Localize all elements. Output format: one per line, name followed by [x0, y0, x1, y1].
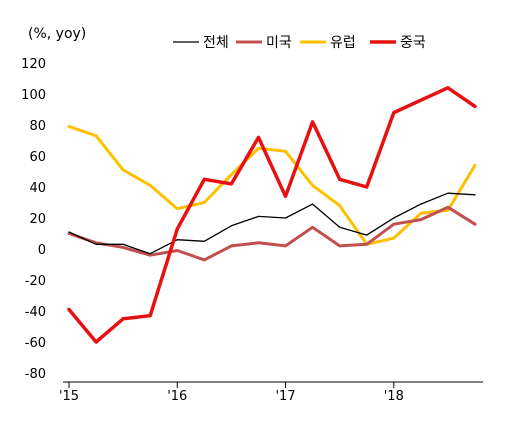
legend: 전체 미국 유럽 중국	[173, 35, 426, 51]
x-axis-ticks: '15 '16 '17 '18	[59, 382, 404, 404]
x-tick-label: '15	[59, 389, 79, 404]
series-lines	[67, 86, 477, 344]
legend-label-2: 미국	[266, 35, 292, 51]
x-tick-label: '17	[275, 389, 295, 404]
y-tick-label: 40	[29, 181, 46, 196]
x-tick-label: '16	[167, 389, 187, 404]
y-tick-label: 0	[38, 243, 46, 258]
series-line-4	[67, 86, 477, 344]
legend-label-3: 유럽	[330, 35, 356, 51]
series-line-3	[67, 125, 477, 246]
y-unit-label: (%, yoy)	[28, 26, 86, 42]
y-tick-label: 80	[29, 119, 46, 134]
y-tick-label: -20	[25, 274, 46, 289]
legend-label-4: 중국	[400, 35, 426, 51]
legend-label-1: 전체	[203, 35, 229, 51]
x-tick-label: '18	[384, 389, 404, 404]
y-tick-label: 20	[29, 212, 46, 227]
y-tick-label: 100	[21, 88, 46, 103]
y-tick-label: -80	[25, 367, 46, 382]
y-tick-label: 60	[29, 150, 46, 165]
y-tick-label: -60	[25, 336, 46, 351]
series-line-1	[68, 192, 476, 255]
series-line-2	[67, 205, 477, 262]
y-tick-label: -40	[25, 305, 46, 320]
y-axis-ticks: 120 100 80 60 40 20 0 -20 -40 -60 -80	[21, 57, 46, 382]
y-tick-label: 120	[21, 57, 46, 72]
